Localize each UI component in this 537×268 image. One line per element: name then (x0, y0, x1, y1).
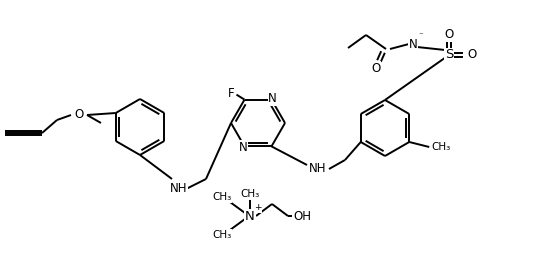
Text: O: O (372, 61, 381, 75)
Text: N: N (245, 210, 255, 222)
Text: O: O (445, 28, 454, 42)
Text: NH: NH (170, 183, 188, 195)
Text: O: O (75, 109, 84, 121)
Text: NH: NH (309, 162, 326, 176)
Text: N: N (409, 38, 417, 50)
Text: CH₃: CH₃ (212, 192, 231, 202)
Text: N: N (239, 141, 248, 154)
Text: OH: OH (293, 210, 311, 222)
Text: O: O (467, 49, 477, 61)
Text: CH₃: CH₃ (432, 142, 451, 152)
Text: ⁻: ⁻ (419, 32, 423, 40)
Text: F: F (228, 87, 235, 100)
Text: +: + (254, 203, 262, 213)
Text: CH₃: CH₃ (212, 230, 231, 240)
Text: CH₃: CH₃ (241, 189, 259, 199)
Text: S: S (445, 49, 453, 61)
Text: N: N (268, 92, 277, 105)
